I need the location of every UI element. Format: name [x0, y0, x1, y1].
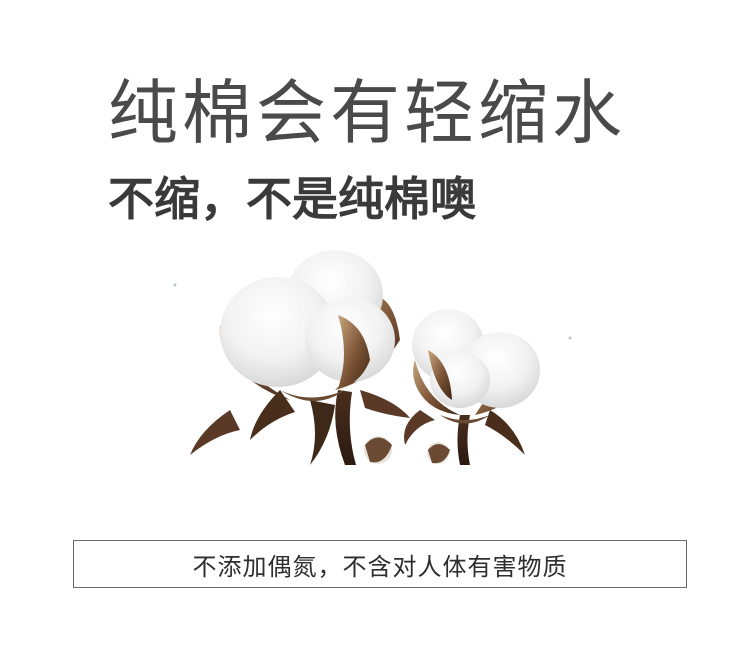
cotton-boll-left — [190, 250, 410, 465]
headline: 纯棉会有轻缩水 — [108, 72, 626, 154]
cotton-boll-image — [173, 250, 572, 465]
notice-box: 不添加偶氮，不含对人体有害物质 — [73, 540, 687, 588]
subheadline: 不缩，不是纯棉噢 — [108, 172, 476, 226]
notice-text: 不添加偶氮，不含对人体有害物质 — [192, 552, 568, 581]
cotton-boll-right — [404, 309, 540, 465]
